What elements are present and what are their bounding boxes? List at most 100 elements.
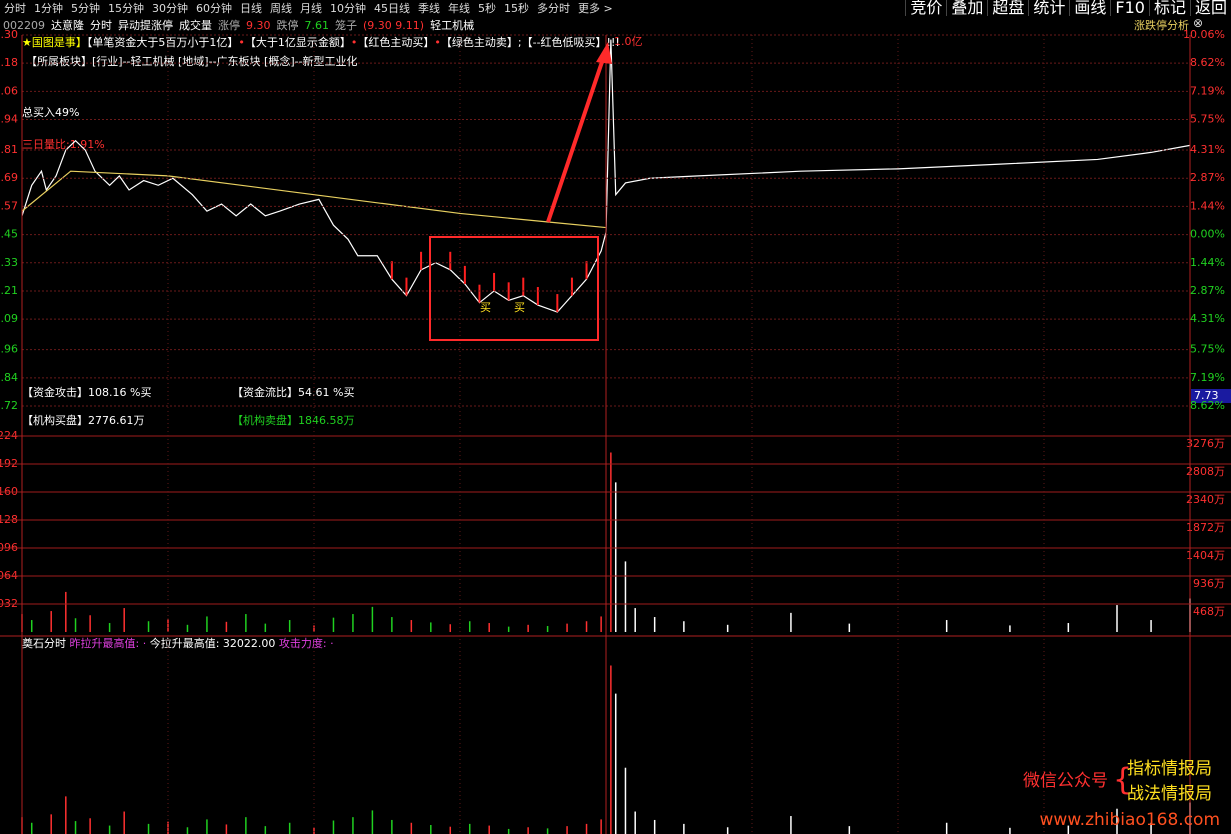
tab[interactable]: 1分钟 xyxy=(34,2,63,15)
y-tick-label: 7.84 xyxy=(0,371,18,384)
toolbar-button[interactable]: 标记 xyxy=(1148,0,1190,16)
bottom-segment: 今拉升最高值: 32022.00 xyxy=(150,636,276,650)
info-item: 异动提涨停 xyxy=(118,19,173,32)
toolbar-buttons: 竞价 叠加 超盘 统计 画线 F10 标记 返回 xyxy=(905,0,1231,16)
tab[interactable]: 15分钟 xyxy=(108,2,144,15)
y-tick-label: 8.94 xyxy=(0,113,18,126)
y-tick-label-right: 1404万 xyxy=(1186,549,1225,562)
info-item: 笼子 xyxy=(335,19,357,32)
indicator-segment: 【绿色主动卖】 xyxy=(441,35,518,49)
info-item: 涨停 xyxy=(218,19,240,32)
tab[interactable]: 日线 xyxy=(240,2,262,15)
y-tick-label-right: 5.75% xyxy=(1190,113,1225,126)
y-tick-label-right: 8.62% xyxy=(1190,399,1225,412)
toolbar-button[interactable]: 超盘 xyxy=(987,0,1028,16)
y-tick-label-right: 2340万 xyxy=(1186,493,1225,506)
tab[interactable]: 更多 > xyxy=(578,2,613,15)
price-line xyxy=(21,39,1191,313)
y-tick-label: 7.72 xyxy=(0,399,18,412)
tab[interactable]: 多分时 xyxy=(537,2,570,15)
y-tick-label-right: 936万 xyxy=(1193,577,1225,590)
y-tick-label: 7.96 xyxy=(0,343,18,356)
y-tick-label-right: 1.44% xyxy=(1190,256,1225,269)
info-item: 轻工机械 xyxy=(430,19,475,32)
toolbar-button[interactable]: 叠加 xyxy=(946,0,987,16)
y-tick-label-right: 7.19% xyxy=(1190,84,1225,97)
indicator-segment: ; xyxy=(518,36,522,49)
y-tick-label-right: 2808万 xyxy=(1186,465,1225,478)
y-tick-label: 9.18 xyxy=(0,56,18,69)
fund-item: 【机构买盘】2776.61万 xyxy=(22,413,145,427)
annotation: 1.0亿 xyxy=(614,35,643,48)
tab[interactable]: 月线 xyxy=(300,2,322,15)
info-bar: 002209 达意隆 分时 异动提涨停 成交量 涨停 9.30 跌停 7.61 笼子 (9.30 9… xyxy=(0,17,1231,33)
price-tag-bg xyxy=(1191,389,1231,403)
tab[interactable]: 年线 xyxy=(448,2,470,15)
watermark-url: www.zhibiao168.com xyxy=(1040,810,1220,830)
info-item: 分时 xyxy=(90,19,112,32)
buy-mark: 买 xyxy=(514,301,525,314)
y-tick-label-right: 7.19% xyxy=(1190,371,1225,384)
y-tick-label: 8.45 xyxy=(0,228,18,241)
close-button[interactable]: ⊗ xyxy=(1192,16,1203,30)
info-item: 成交量 xyxy=(179,19,212,32)
watermark-line1: 指标情报局 xyxy=(1127,759,1212,779)
indicator-segment: • xyxy=(434,36,441,49)
indicator-segment: • xyxy=(238,36,245,49)
analysis-button[interactable]: 涨跌停分析 xyxy=(1134,19,1189,32)
tab[interactable]: 5秒 xyxy=(478,2,496,15)
y-tick-label: 9.06 xyxy=(0,84,18,97)
y-tick-label: 9.30 xyxy=(0,28,18,41)
tab[interactable]: 周线 xyxy=(270,2,292,15)
y-tick-label: 8.57 xyxy=(0,199,18,212)
volume-ratio: 三日量比:1.91% xyxy=(22,138,105,151)
highlight-box xyxy=(429,236,599,341)
indicator-segment: !!! xyxy=(607,36,620,49)
y-tick-label: 8.21 xyxy=(0,284,18,297)
brace: { xyxy=(1113,763,1132,798)
tab[interactable]: 5分钟 xyxy=(71,2,100,15)
toolbar-button[interactable]: 画线 xyxy=(1069,0,1110,16)
watermark-account: 微信公众号 xyxy=(1023,771,1108,791)
toolbar-button[interactable]: 竞价 xyxy=(905,0,946,16)
bottom-header: 奠石分时 昨拉升最高值: · 今拉升最高值: 32022.00 攻击力度: · xyxy=(22,636,334,650)
toolbar-button[interactable]: 返回 xyxy=(1189,0,1231,16)
y-tick-label-right: 4.31% xyxy=(1190,143,1225,156)
toolbar-button[interactable]: 统计 xyxy=(1028,0,1069,16)
y-tick-label: 8.09 xyxy=(0,312,18,325)
indicator-segment: 【--红色低吸买】 xyxy=(522,35,607,49)
y-tick-label-right: 10.06% xyxy=(1183,28,1225,41)
tab[interactable]: 10分钟 xyxy=(330,2,366,15)
tab[interactable]: 60分钟 xyxy=(196,2,232,15)
tab[interactable]: 季线 xyxy=(418,2,440,15)
arrow-shaft xyxy=(546,55,606,223)
y-tick-label: 8.81 xyxy=(0,143,18,156)
info-item: 跌停 xyxy=(276,19,299,32)
price-tag: 7.73 xyxy=(1194,389,1219,402)
fund-item: 【资金攻击】108.16 %买 xyxy=(22,385,151,399)
total-buy: 总买入49% xyxy=(22,105,79,119)
y-tick-label-right: 0.00% xyxy=(1190,228,1225,241)
info-item: (9.30 9.11) xyxy=(363,18,425,32)
bottom-segment: 昨拉升最高值: · xyxy=(70,636,147,650)
toolbar-button[interactable]: F10 xyxy=(1110,0,1149,16)
indicator-segment: ★国图是事】 xyxy=(22,36,87,49)
y-tick-label-right: 4.31% xyxy=(1190,312,1225,325)
watermark: 微信公众号 { 指标情报局 战法情报局 www.zhibiao168.com xyxy=(1023,759,1220,830)
y-tick-label-right: 5.75% xyxy=(1190,343,1225,356)
watermark-line2: 战法情报局 xyxy=(1127,784,1212,804)
fund-item: 【资金流比】54.61 %买 xyxy=(232,385,354,399)
info-item: 9.30 xyxy=(246,18,271,32)
tab[interactable]: 15秒 xyxy=(504,2,529,15)
tab[interactable]: 30分钟 xyxy=(152,2,188,15)
y-tick-label-right: 1872万 xyxy=(1186,521,1225,534)
indicator-segment: 【红色主动买】 xyxy=(357,35,434,49)
tab[interactable]: 分时 xyxy=(4,2,26,15)
y-tick-label: 8.33 xyxy=(0,256,18,269)
bottom-segment: 奠石分时 xyxy=(22,636,66,650)
fund-item: 【机构卖盘】1846.58万 xyxy=(232,413,355,427)
arrow-head xyxy=(596,42,612,64)
indicator-segment: 【大于1亿显示金额】 xyxy=(245,35,351,49)
tab[interactable]: 45日线 xyxy=(374,2,410,15)
